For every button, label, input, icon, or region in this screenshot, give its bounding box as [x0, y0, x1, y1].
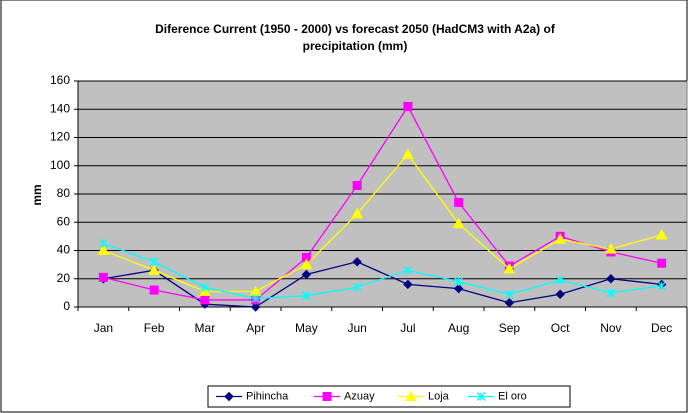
marker — [402, 148, 414, 159]
marker — [504, 289, 514, 299]
marker — [657, 258, 667, 268]
marker — [403, 101, 413, 111]
marker — [251, 294, 261, 303]
marker — [555, 289, 565, 299]
marker — [605, 243, 617, 254]
y-tick-label: 140 — [50, 101, 70, 115]
chart-title: precipitation (mm) — [303, 39, 408, 53]
x-tick-label: Dec — [651, 321, 672, 335]
x-tick-label: Jul — [400, 321, 415, 335]
marker — [148, 264, 160, 275]
x-tick-label: Feb — [144, 321, 165, 335]
marker — [352, 282, 362, 292]
marker — [555, 275, 565, 285]
line-series — [103, 153, 662, 293]
y-axis-label: mm — [30, 184, 44, 205]
marker — [98, 238, 108, 248]
y-tick-label: 80 — [57, 186, 71, 200]
marker — [98, 272, 108, 282]
chart-title: Diference Current (1950 - 2000) vs forec… — [155, 22, 556, 36]
marker — [149, 285, 159, 295]
marker — [454, 277, 464, 287]
marker — [351, 207, 363, 219]
y-tick-label: 120 — [50, 130, 70, 144]
x-tick-label: Jan — [94, 321, 113, 335]
marker — [655, 228, 668, 240]
marker — [503, 262, 516, 274]
marker — [224, 391, 234, 402]
y-tick-label: 20 — [57, 271, 71, 285]
marker — [301, 269, 312, 280]
marker — [352, 257, 362, 267]
marker — [403, 265, 413, 275]
marker — [250, 302, 261, 312]
marker — [200, 282, 210, 292]
line-series — [103, 105, 662, 301]
marker — [454, 197, 464, 207]
marker — [300, 258, 313, 270]
marker — [606, 274, 616, 284]
line-series — [103, 242, 662, 300]
marker — [554, 233, 566, 244]
y-tick-label: 160 — [50, 73, 70, 87]
x-tick-label: Mar — [195, 321, 216, 335]
marker — [149, 257, 159, 267]
marker — [606, 288, 616, 298]
legend-box — [207, 385, 571, 408]
legend-label: Azuay — [344, 390, 375, 402]
marker — [453, 283, 464, 294]
x-tick-label: Oct — [551, 321, 570, 335]
y-tick-label: 100 — [50, 158, 70, 172]
marker — [200, 295, 210, 305]
legend-label: El oro — [498, 390, 527, 402]
marker — [97, 244, 110, 255]
x-tick-label: Aug — [448, 321, 469, 335]
marker — [301, 291, 311, 301]
marker — [476, 392, 486, 401]
x-tick-label: May — [295, 321, 318, 335]
y-tick-label: 60 — [57, 214, 71, 228]
x-tick-label: Sep — [499, 321, 521, 335]
marker — [403, 279, 413, 290]
x-tick-label: Apr — [246, 321, 265, 335]
marker — [504, 298, 515, 308]
y-tick-label: 40 — [57, 243, 71, 257]
y-tick-label: 0 — [63, 299, 70, 313]
marker — [405, 390, 417, 401]
x-tick-label: Nov — [600, 321, 621, 335]
marker — [322, 392, 332, 401]
marker — [657, 281, 667, 291]
legend-label: Pihincha — [246, 390, 289, 402]
marker — [452, 217, 465, 229]
marker — [352, 181, 362, 191]
x-tick-label: Jun — [347, 321, 366, 335]
legend-label: Loja — [428, 390, 450, 402]
